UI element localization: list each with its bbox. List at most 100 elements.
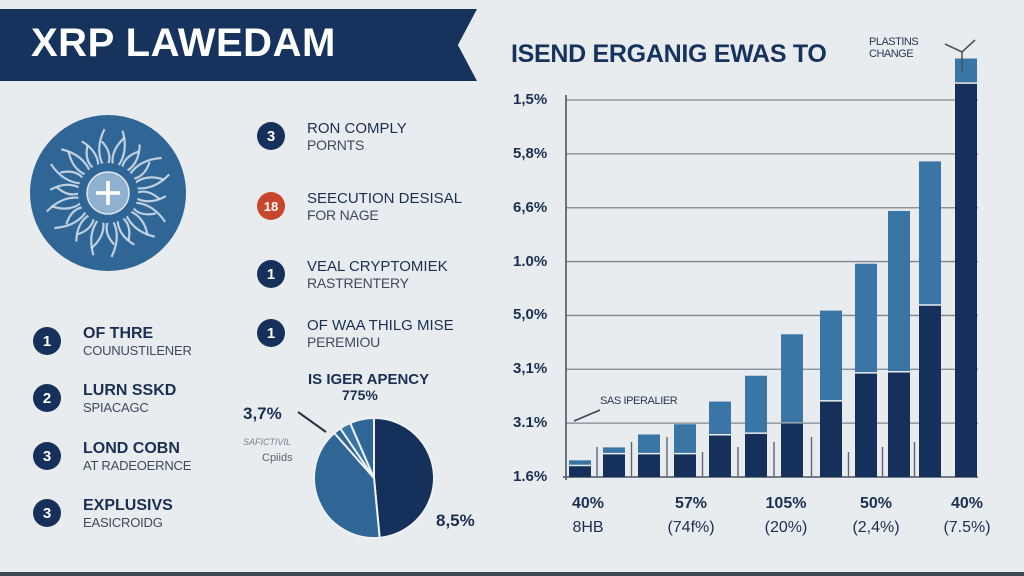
chart-note-line-2: CHANGE [869,48,914,60]
item-title: SEECUTION DESISAL [307,190,463,207]
number-badge: 1 [257,260,285,288]
pie-title: IS IGER APENCY [308,371,430,388]
chart-title: ISEND ERGANIG EWAS TO [511,40,827,68]
sunburst-ray [125,144,141,173]
sunburst-cross-emblem-icon [45,128,171,258]
x-category-value: 57% [674,495,708,512]
pie-leader-line [297,411,327,433]
sunburst-ray [133,176,165,185]
x-category-value: 40% [571,495,605,512]
pie-slice [373,416,436,539]
list-item: 1 VEAL CRYPTOMIEK RASTRENTERY [257,258,448,292]
list-item: 3 EXPLUSIVS EASICROIDG [33,497,173,531]
y-tick-label: 1,5% [513,91,548,108]
item-title: OF THRE [83,325,154,342]
sunburst-ray [116,219,135,246]
annotation-arrow [573,409,601,422]
sunburst-ray [90,220,105,250]
x-category-sublabel: (7.5%) [943,519,991,536]
y-tick-label: 1.0% [513,252,548,270]
item-subtitle: SPIACAGC [83,400,149,415]
list-item: 3 RON COMPLY PORNTS [257,120,407,154]
sunburst-ray [45,196,81,213]
item-subtitle: EASICROIDG [83,515,163,530]
item-subtitle: PORNTS [307,137,365,153]
marker-arm [944,43,963,53]
y-tick-label: 6,6% [513,198,548,216]
x-category-sublabel: (2,4%) [852,519,900,536]
header-banner: XRP LAWEDAM [0,9,477,81]
chart-title-note: PLASTINS CHANGE [869,36,919,60]
bar-segment-increment [781,334,803,423]
number-badge: 18 [257,192,285,220]
item-title: LURN SSKD [83,382,177,399]
number-badge: 2 [33,384,61,412]
bar-segment-base [569,466,591,477]
y-tick-label: 5,0% [513,306,548,324]
item-title: LOND COBN [83,440,180,457]
bar-segment-base [888,372,910,477]
y-tick-label: 3,1% [513,360,548,378]
y-tick-label: 1.6% [513,468,548,485]
pie-label-right: 8,5% [436,511,475,530]
list-item: 3 LOND COBN AT RADEOERNCE [33,440,191,474]
emblem [30,115,186,271]
item-subtitle: RASTRENTERY [307,275,409,291]
sunburst-ray [81,140,100,167]
x-category-label: 105% (20%) [741,492,831,540]
x-category-label: 57% (74f%) [646,492,736,540]
sunburst-ray [135,195,167,203]
pie-label-top: 775% [342,387,378,403]
sunburst-ray [90,218,100,256]
bar-segment-increment [855,263,877,373]
sunburst-ray [129,209,149,236]
number-badge: 1 [33,327,61,355]
chart-note-line-1: PLASTINS [869,36,919,48]
pie-label-left-sub2: Cpiids [262,452,293,464]
list-item: 18 SEECUTION DESISAL FOR NAGE [257,190,462,224]
x-category-label: 50% (2,4%) [831,492,921,540]
bar-segment-increment [603,447,625,453]
item-title: OF WAA THILG MISE [307,317,454,334]
sunburst-ray [98,128,106,166]
chart-annotation: SAS IPERALIER [600,395,678,407]
bar-segment-base [820,401,842,477]
bar-segment-increment [919,161,941,305]
x-category-value: 105% [765,495,807,512]
list-item: 2 LURN SSKD SPIACAGC [33,382,176,416]
pie-slice [313,431,381,539]
sunburst-ray [75,213,91,242]
bottom-strip [0,572,1024,576]
sunburst-ray [111,136,126,166]
page-title: XRP LAWEDAM [31,21,336,65]
bar-segment-base [955,83,977,477]
item-title: VEAL CRYPTOMIEK [307,258,448,275]
bar-segment-increment [820,310,842,401]
number-badge: 3 [33,499,61,527]
x-category-sublabel: 8HB [572,519,604,536]
list-item: 1 OF THRE COUNUSTILENER [33,325,192,359]
pie-chart-svg [313,416,436,539]
bar-segment-base [709,435,731,477]
y-tick-label: 5,8% [513,144,548,162]
bar-segment-increment [674,424,696,453]
number-badge: 1 [257,319,285,347]
y-tick-label: 3.1% [513,414,548,432]
x-category-sublabel: (74f%) [667,519,715,536]
sunburst-ray [110,220,118,258]
bar-segment-increment [745,375,767,433]
sunburst-ray [67,150,87,177]
sunburst-ray [51,201,83,210]
list-item: 1 OF WAA THILG MISE PEREMIOU [257,317,454,351]
bar-segment-increment [888,210,910,372]
bar-segment-increment [569,460,591,465]
x-category-value: 40% [950,495,984,512]
bar-segment-base [855,373,877,477]
number-badge: 3 [33,442,61,470]
bar-segment-base [919,305,941,477]
bar-segment-increment [638,434,660,453]
item-subtitle: FOR NAGE [307,207,379,223]
pie-slice [348,416,375,479]
sunburst-ray [128,156,162,176]
